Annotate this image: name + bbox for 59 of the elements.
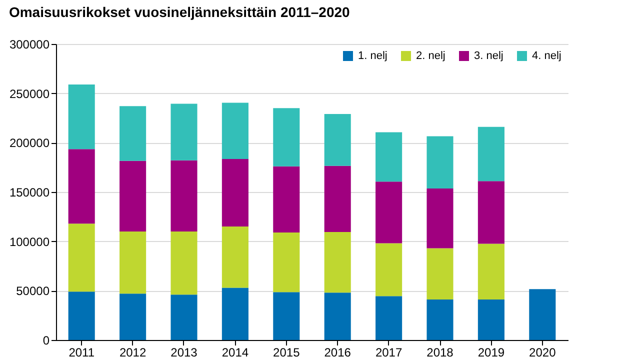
bar	[478, 244, 504, 300]
y-tick-label: 0	[42, 334, 50, 348]
chart-title: Omaisuusrikokset vuosineljänneksittäin 2011–2020	[8, 4, 350, 20]
legend-label: 4. nelj	[532, 50, 562, 62]
bar	[68, 224, 95, 292]
legend-label: 1. nelj	[358, 50, 388, 62]
bar	[273, 292, 300, 340]
bar	[222, 288, 248, 340]
y-tick-label: 250000	[9, 86, 50, 101]
x-tick-label: 2014	[222, 346, 249, 360]
bar	[68, 149, 95, 224]
bar	[120, 294, 146, 340]
y-tick-label: 100000	[9, 234, 50, 249]
bar	[324, 232, 351, 293]
x-tick-label: 2013	[170, 346, 198, 360]
bar	[478, 300, 504, 340]
bar	[426, 188, 454, 248]
bar	[170, 294, 198, 340]
bar	[222, 158, 248, 227]
bar	[170, 160, 198, 232]
bar	[222, 226, 248, 288]
bar	[376, 182, 402, 244]
bar	[426, 136, 454, 189]
x-tick-label: 2018	[426, 346, 454, 360]
bar	[324, 114, 351, 166]
bar	[120, 106, 146, 161]
x-tick-label: 2015	[273, 346, 300, 360]
bar	[120, 231, 146, 294]
bar	[120, 160, 146, 232]
bar	[478, 181, 504, 244]
bar	[273, 232, 300, 292]
legend-label: 2. nelj	[416, 50, 446, 62]
x-tick-label: 2019	[478, 346, 505, 360]
bar	[376, 132, 402, 182]
bar	[376, 296, 402, 340]
bar	[222, 102, 248, 159]
x-tick-label: 2017	[375, 346, 402, 360]
x-tick-label: 2016	[324, 346, 352, 360]
y-tick-label: 50000	[16, 284, 50, 298]
y-tick-label: 150000	[9, 186, 50, 200]
bar	[478, 126, 504, 182]
bar	[170, 231, 198, 295]
bar	[273, 108, 300, 166]
bar	[426, 248, 454, 300]
bar	[529, 289, 556, 340]
y-tick-label: 200000	[9, 136, 50, 150]
bar	[324, 166, 351, 232]
bar	[68, 84, 95, 150]
bar	[324, 292, 351, 340]
x-tick-label: 2020	[529, 346, 556, 360]
bar	[426, 300, 454, 340]
y-tick-label: 300000	[9, 38, 50, 52]
x-tick-label: 2012	[119, 346, 146, 360]
legend-label: 3. nelj	[474, 50, 504, 62]
bar	[170, 104, 198, 160]
x-tick-label: 2011	[68, 346, 95, 360]
bar	[68, 292, 95, 340]
bar	[376, 243, 402, 296]
bar	[273, 166, 300, 232]
